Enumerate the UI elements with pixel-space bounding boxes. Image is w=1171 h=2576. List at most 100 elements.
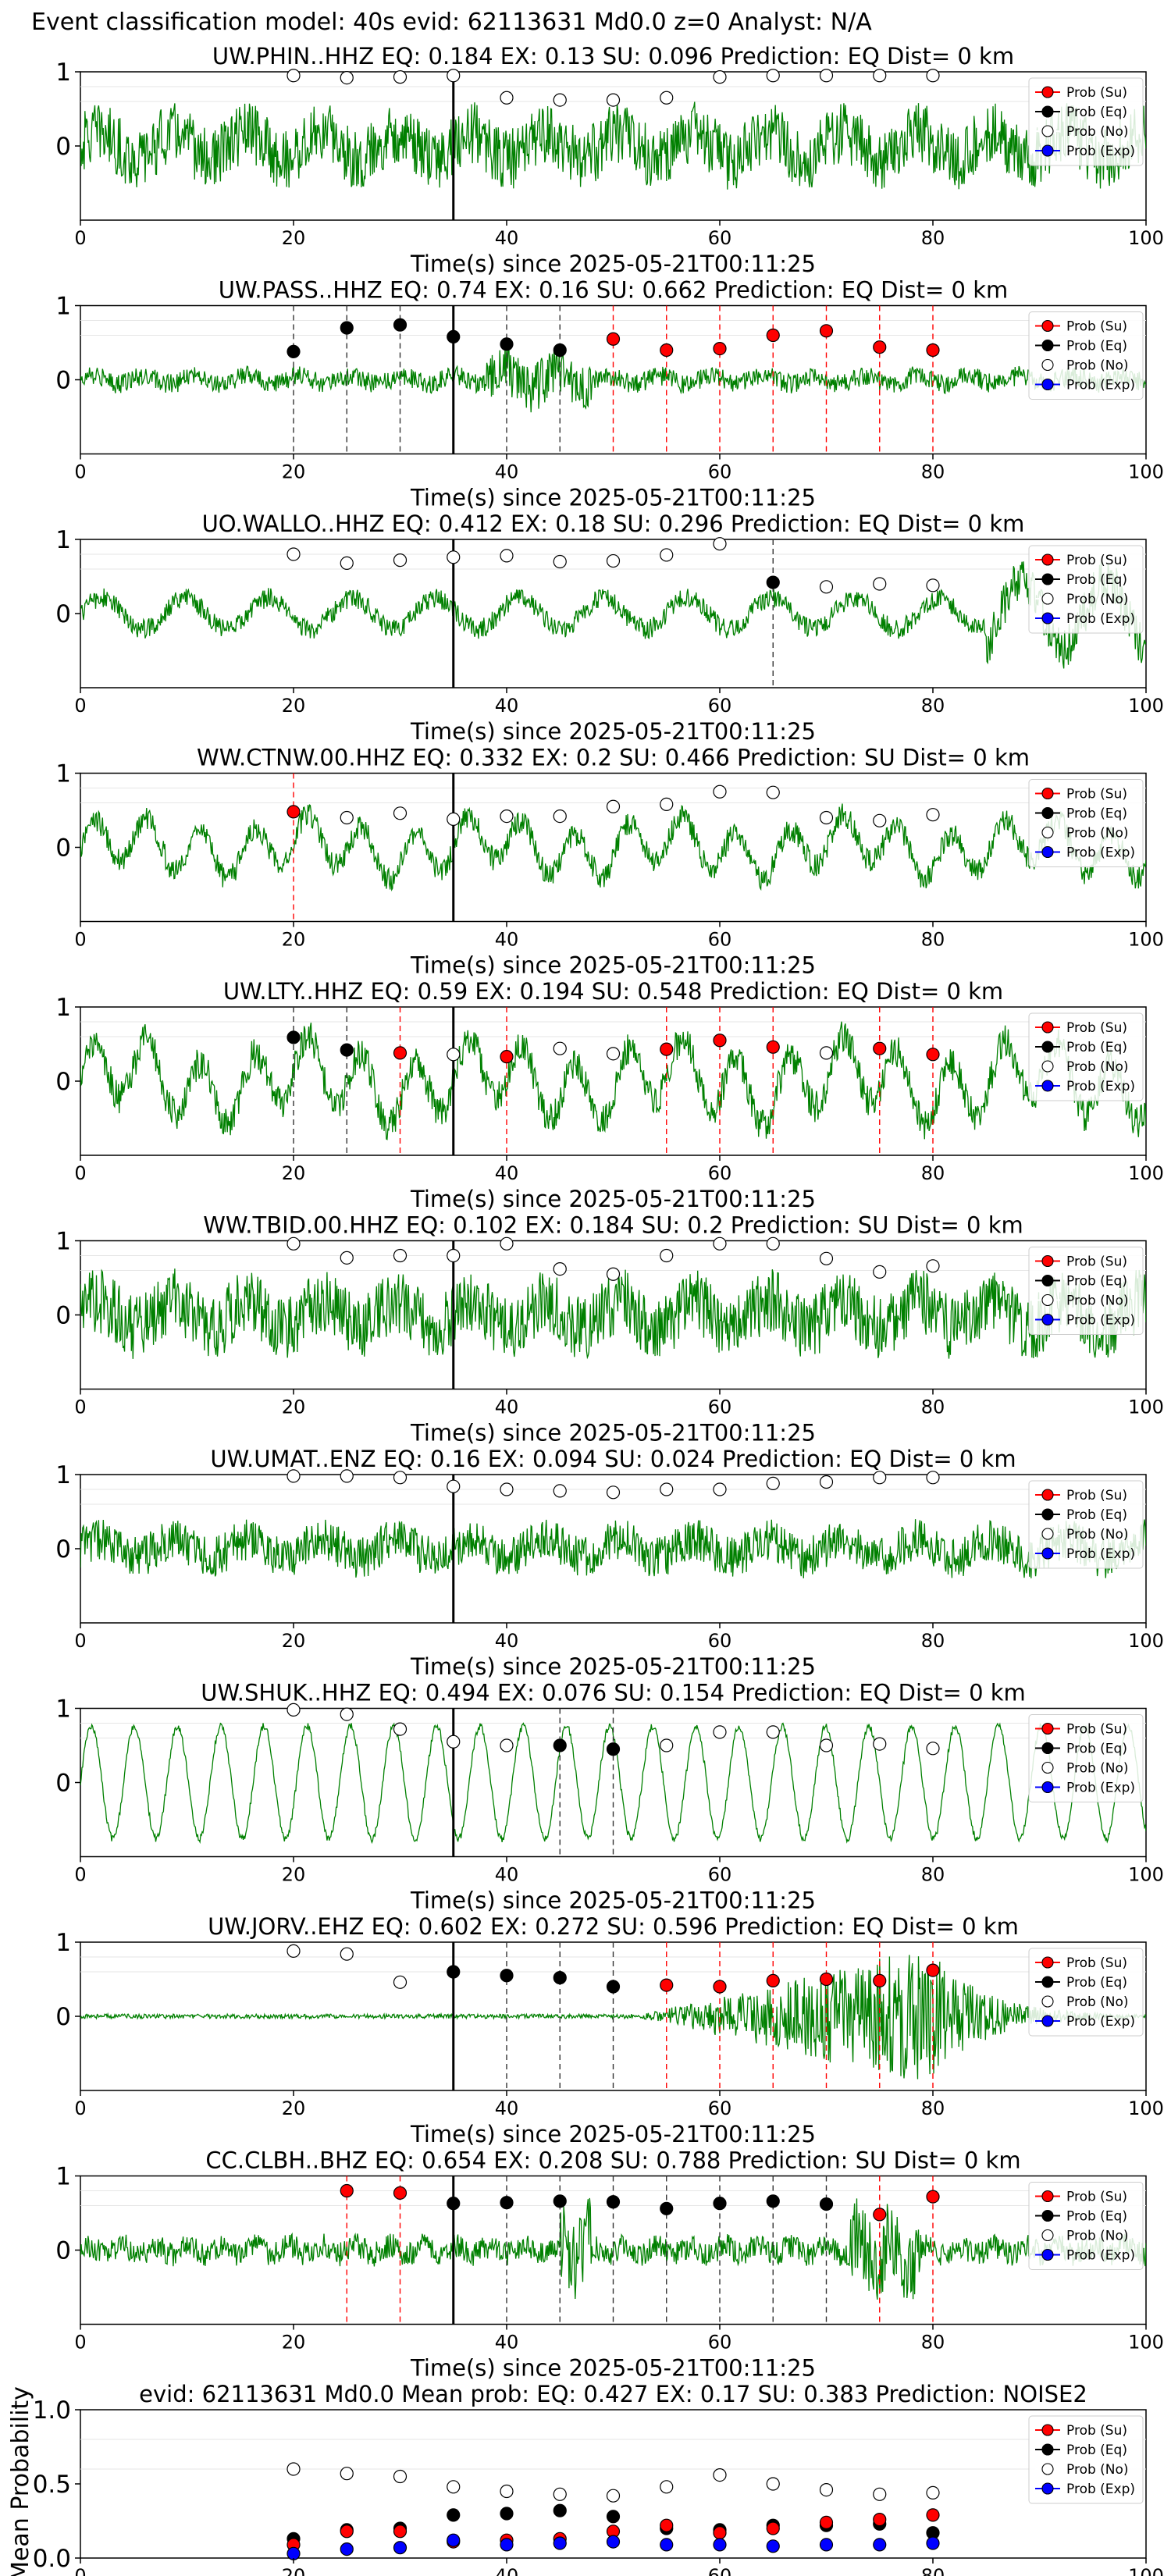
prob-point-no bbox=[393, 1975, 408, 1989]
x-axis-label: Time(s) since 2025-05-21T00:11:25 bbox=[410, 485, 816, 511]
prob-point-no bbox=[926, 1471, 940, 1485]
panel-7: UW.UMAT..ENZ EQ: 0.16 EX: 0.094 SU: 0.02… bbox=[55, 1446, 1164, 1680]
legend-marker bbox=[1041, 806, 1054, 820]
prob-point-su bbox=[660, 1978, 674, 1992]
x-tick-label: 20 bbox=[282, 929, 306, 951]
x-tick-label: 100 bbox=[1128, 1864, 1164, 1886]
legend-marker bbox=[1041, 319, 1054, 333]
x-tick-label: 20 bbox=[282, 1864, 306, 1886]
legend-marker bbox=[1041, 358, 1054, 372]
prob-point-su bbox=[500, 1050, 514, 1064]
legend-label: Prob (Exp) bbox=[1066, 1546, 1135, 1562]
panel-title: UO.WALLO..HHZ EQ: 0.412 EX: 0.18 SU: 0.2… bbox=[202, 511, 1025, 537]
x-tick-label: 0 bbox=[74, 2565, 86, 2576]
legend-label: Prob (No) bbox=[1066, 2462, 1129, 2478]
panel-title: UW.JORV..EHZ EQ: 0.602 EX: 0.272 SU: 0.5… bbox=[208, 1913, 1019, 1940]
mean-point bbox=[873, 2513, 887, 2527]
legend-marker bbox=[1041, 1722, 1054, 1735]
legend-label: Prob (No) bbox=[1066, 1059, 1129, 1075]
prob-point-no bbox=[766, 1236, 780, 1251]
mean-point bbox=[500, 2484, 514, 2499]
prob-point-no bbox=[393, 806, 408, 820]
legend-label: Prob (Su) bbox=[1066, 1955, 1127, 1971]
prob-point-no bbox=[447, 1248, 461, 1263]
prob-point-no bbox=[660, 1248, 674, 1263]
legend-marker bbox=[1041, 845, 1054, 859]
prob-point-no bbox=[873, 1737, 887, 1751]
x-tick-label: 60 bbox=[708, 461, 732, 483]
prob-point-no bbox=[713, 785, 727, 799]
mean-point bbox=[819, 2515, 834, 2529]
prob-point-eq bbox=[766, 575, 780, 589]
legend-marker bbox=[1041, 1742, 1054, 1755]
legend-label: Prob (Eq) bbox=[1066, 2443, 1127, 2458]
panel-title: UW.SHUK..HHZ EQ: 0.494 EX: 0.076 SU: 0.1… bbox=[201, 1680, 1026, 1706]
legend-label: Prob (Su) bbox=[1066, 1488, 1127, 1503]
prob-point-no bbox=[766, 1476, 780, 1491]
y-tick-label: 1 bbox=[55, 1228, 71, 1256]
prob-point-eq bbox=[553, 343, 567, 358]
mean-point bbox=[447, 2533, 461, 2547]
prob-point-no bbox=[553, 93, 567, 107]
y-tick-label: 0 bbox=[55, 600, 71, 628]
legend-marker bbox=[1041, 1041, 1054, 1053]
prob-point-no bbox=[873, 69, 887, 83]
prob-point-su bbox=[766, 1040, 780, 1054]
prob-point-eq bbox=[819, 2197, 834, 2211]
mean-point bbox=[819, 2483, 834, 2497]
x-axis-label: Time(s) since 2025-05-21T00:11:25 bbox=[410, 2121, 816, 2147]
prob-point-no bbox=[873, 1471, 887, 1485]
x-tick-label: 60 bbox=[708, 2565, 732, 2576]
mean-point bbox=[766, 2539, 780, 2553]
mean-point bbox=[819, 2538, 834, 2552]
legend-marker bbox=[1041, 1995, 1054, 2008]
panel-title: evid: 62113631 Md0.0 Mean prob: EQ: 0.42… bbox=[139, 2381, 1087, 2407]
prob-point-no bbox=[553, 1261, 567, 1276]
legend-label: Prob (No) bbox=[1066, 124, 1129, 140]
legend-marker bbox=[1041, 787, 1054, 800]
legend-marker bbox=[1041, 1547, 1054, 1560]
x-axis-label: Time(s) since 2025-05-21T00:11:25 bbox=[410, 2355, 816, 2382]
x-tick-label: 60 bbox=[708, 1162, 732, 1184]
prob-point-no bbox=[500, 1236, 514, 1251]
prob-point-eq bbox=[393, 318, 408, 332]
legend-label: Prob (No) bbox=[1066, 1293, 1129, 1309]
panel-9: UW.JORV..EHZ EQ: 0.602 EX: 0.272 SU: 0.5… bbox=[55, 1913, 1164, 2147]
prob-point-no bbox=[766, 69, 780, 83]
x-axis-label: Time(s) since 2025-05-21T00:11:25 bbox=[410, 952, 816, 979]
mean-point bbox=[926, 2508, 940, 2522]
panel-title: UW.PASS..HHZ EQ: 0.74 EX: 0.16 SU: 0.662… bbox=[219, 277, 1009, 304]
prob-point-su bbox=[606, 332, 621, 346]
x-tick-label: 60 bbox=[708, 695, 732, 717]
prob-point-no bbox=[340, 556, 354, 571]
legend-label: Prob (Su) bbox=[1066, 2423, 1127, 2439]
legend-label: Prob (Eq) bbox=[1066, 1274, 1127, 1290]
x-tick-label: 20 bbox=[282, 1397, 306, 1418]
x-tick-label: 40 bbox=[495, 1630, 519, 1652]
legend-marker bbox=[1041, 1293, 1054, 1307]
mean-point bbox=[606, 2489, 621, 2503]
y-tick-label: 0 bbox=[55, 133, 71, 161]
legend-box bbox=[1028, 77, 1144, 166]
prob-point-no bbox=[819, 1475, 834, 1489]
x-tick-label: 100 bbox=[1128, 2097, 1164, 2119]
y-tick-label: 1 bbox=[55, 1929, 71, 1957]
mean-point bbox=[500, 2538, 514, 2552]
prob-point-su bbox=[819, 1972, 834, 1987]
prob-point-eq bbox=[606, 2195, 621, 2209]
x-tick-label: 80 bbox=[921, 2097, 945, 2119]
x-tick-label: 80 bbox=[921, 1397, 945, 1418]
mean-point bbox=[287, 2462, 301, 2476]
prob-point-eq bbox=[713, 2197, 727, 2211]
prob-point-no bbox=[660, 91, 674, 105]
legend-label: Prob (Eq) bbox=[1066, 1975, 1127, 1991]
legend-label: Prob (Exp) bbox=[1066, 845, 1135, 861]
x-axis-label: Time(s) since 2025-05-21T00:11:25 bbox=[410, 718, 816, 745]
prob-point-eq bbox=[447, 1965, 461, 1979]
prob-point-no bbox=[287, 547, 301, 561]
x-tick-label: 100 bbox=[1128, 2332, 1164, 2354]
panel-6: WW.TBID.00.HHZ EQ: 0.102 EX: 0.184 SU: 0… bbox=[55, 1212, 1164, 1446]
prob-point-no bbox=[287, 69, 301, 83]
prob-point-su bbox=[393, 2186, 408, 2200]
legend-label: Prob (Exp) bbox=[1066, 2014, 1135, 2030]
